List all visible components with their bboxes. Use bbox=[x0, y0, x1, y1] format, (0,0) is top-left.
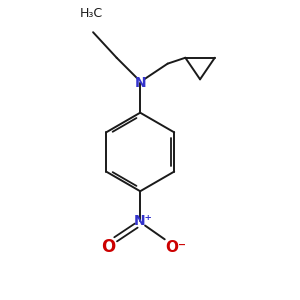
Text: O⁻: O⁻ bbox=[165, 240, 186, 255]
Text: H₃C: H₃C bbox=[80, 8, 103, 20]
Text: O: O bbox=[101, 238, 115, 256]
Text: N⁺: N⁺ bbox=[134, 214, 153, 228]
Text: N: N bbox=[134, 76, 146, 90]
